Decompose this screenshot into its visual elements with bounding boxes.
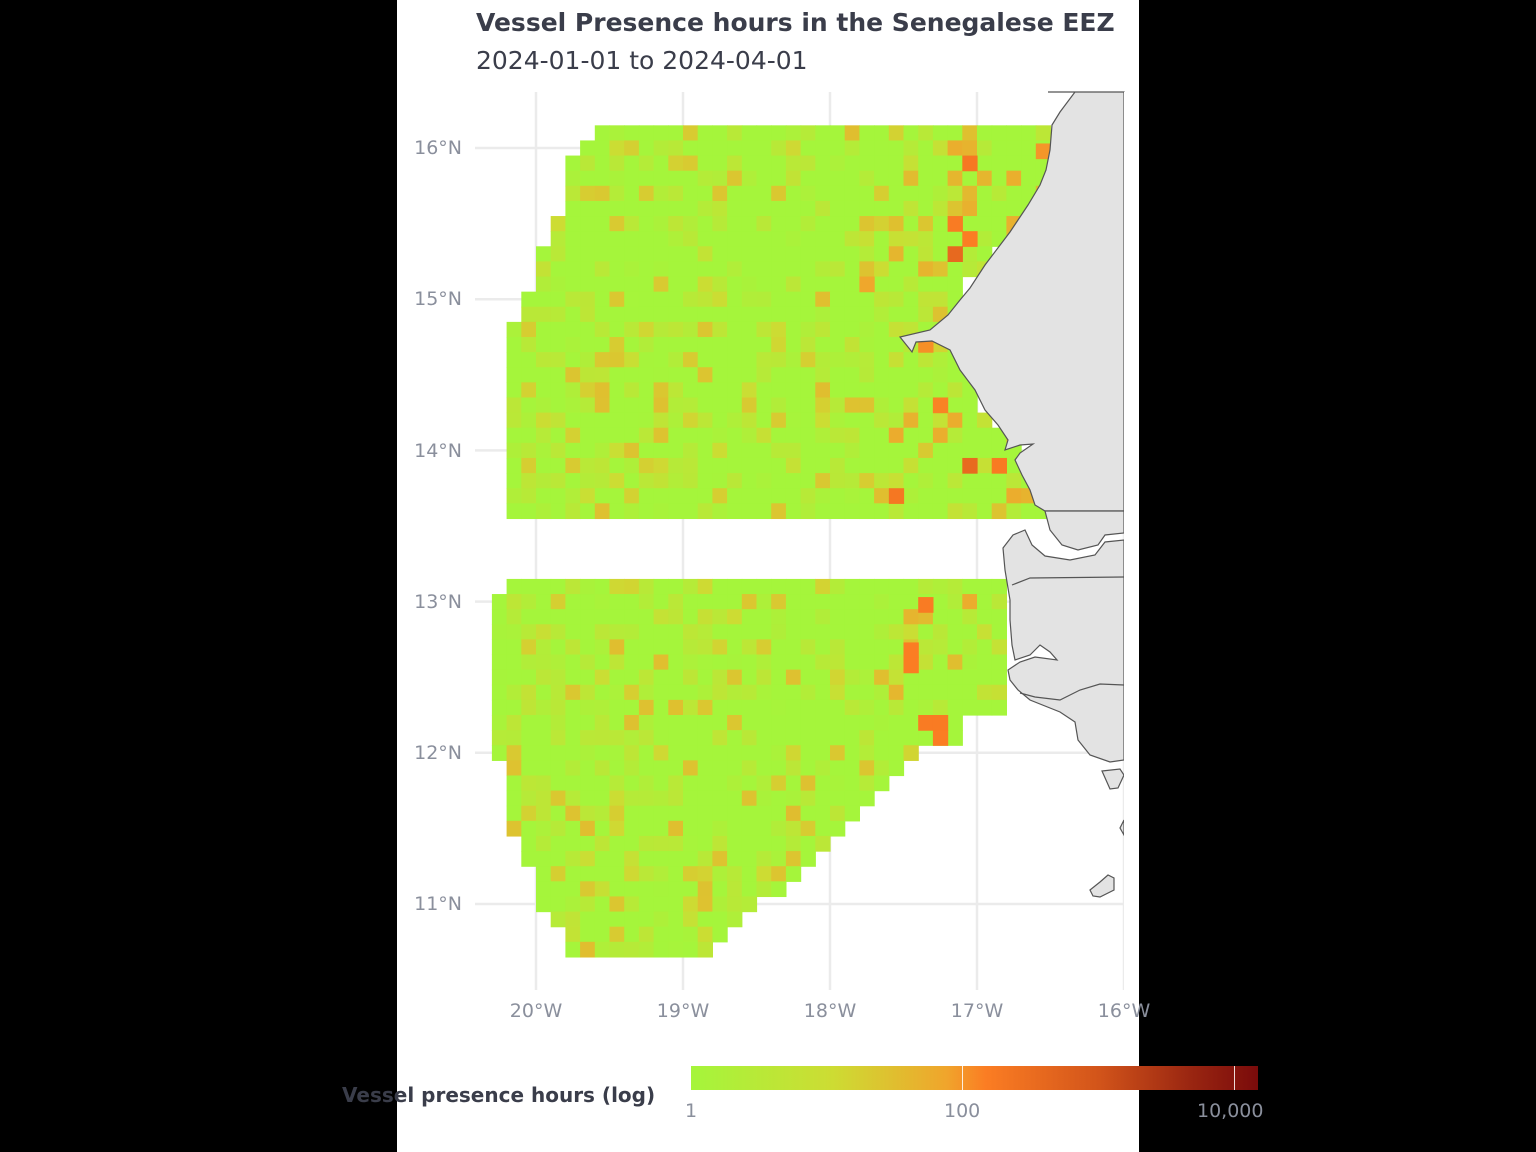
legend-tick-mark [962,1066,963,1090]
x-tick-label: 18°W [803,1000,857,1022]
hotspot-cell [888,488,905,504]
x-tick-label: 17°W [950,1000,1004,1022]
y-tick-label: 11°N [414,893,462,915]
hotspot-cell [1035,143,1052,160]
hotspot-cell [859,276,875,293]
hotspot-cell [962,457,978,474]
x-tick-label: 19°W [656,1000,710,1022]
island-3 [1089,874,1115,898]
hotspot-cell [962,231,978,247]
heatmap-cells [491,125,1052,958]
island-2 [1119,819,1125,838]
hotspot-cell [962,155,978,172]
island-1 [1101,768,1125,790]
panel-right-margin [1124,92,1139,992]
hotspot-cell [918,597,934,613]
y-tick-label: 16°N [414,137,462,159]
chart-title: Vessel Presence hours in the Senegalese … [476,8,1115,37]
legend-tick-label: 100 [944,1100,981,1122]
x-tick-label: 16°W [1097,1000,1151,1022]
legend-tick-mark [1234,1066,1235,1090]
chart-subtitle: 2024-01-01 to 2024-04-01 [476,46,808,75]
legend-tick-label: 1 [685,1100,698,1122]
land-senegal-casamance [1002,529,1125,763]
legend-colorbar [691,1066,1258,1090]
y-tick-label: 12°N [414,742,462,764]
hotspot-cell [932,715,949,731]
land-boundary-line-1 [1011,576,1125,586]
y-tick-label: 15°N [414,288,462,310]
land-mauritania-senegal [898,91,1125,512]
hotspot-cell [918,715,934,731]
legend-title: Vessel presence hours (log) [342,1083,656,1107]
hotspot-cell [903,657,919,674]
hotspot-cell [991,457,1007,474]
y-tick-label: 14°N [414,440,462,462]
hotspot-cell [932,397,949,414]
y-tick-label: 13°N [414,591,462,613]
hotspot-cell [947,246,963,262]
hotspot-cell [932,730,949,746]
land-boundary-line-2 [1019,683,1125,701]
x-tick-label: 20°W [509,1000,563,1022]
hotspot-cell [947,216,963,232]
legend-tick-label: 10,000 [1197,1100,1264,1122]
land-masses [898,91,1125,898]
hotspot-cell [903,642,919,659]
